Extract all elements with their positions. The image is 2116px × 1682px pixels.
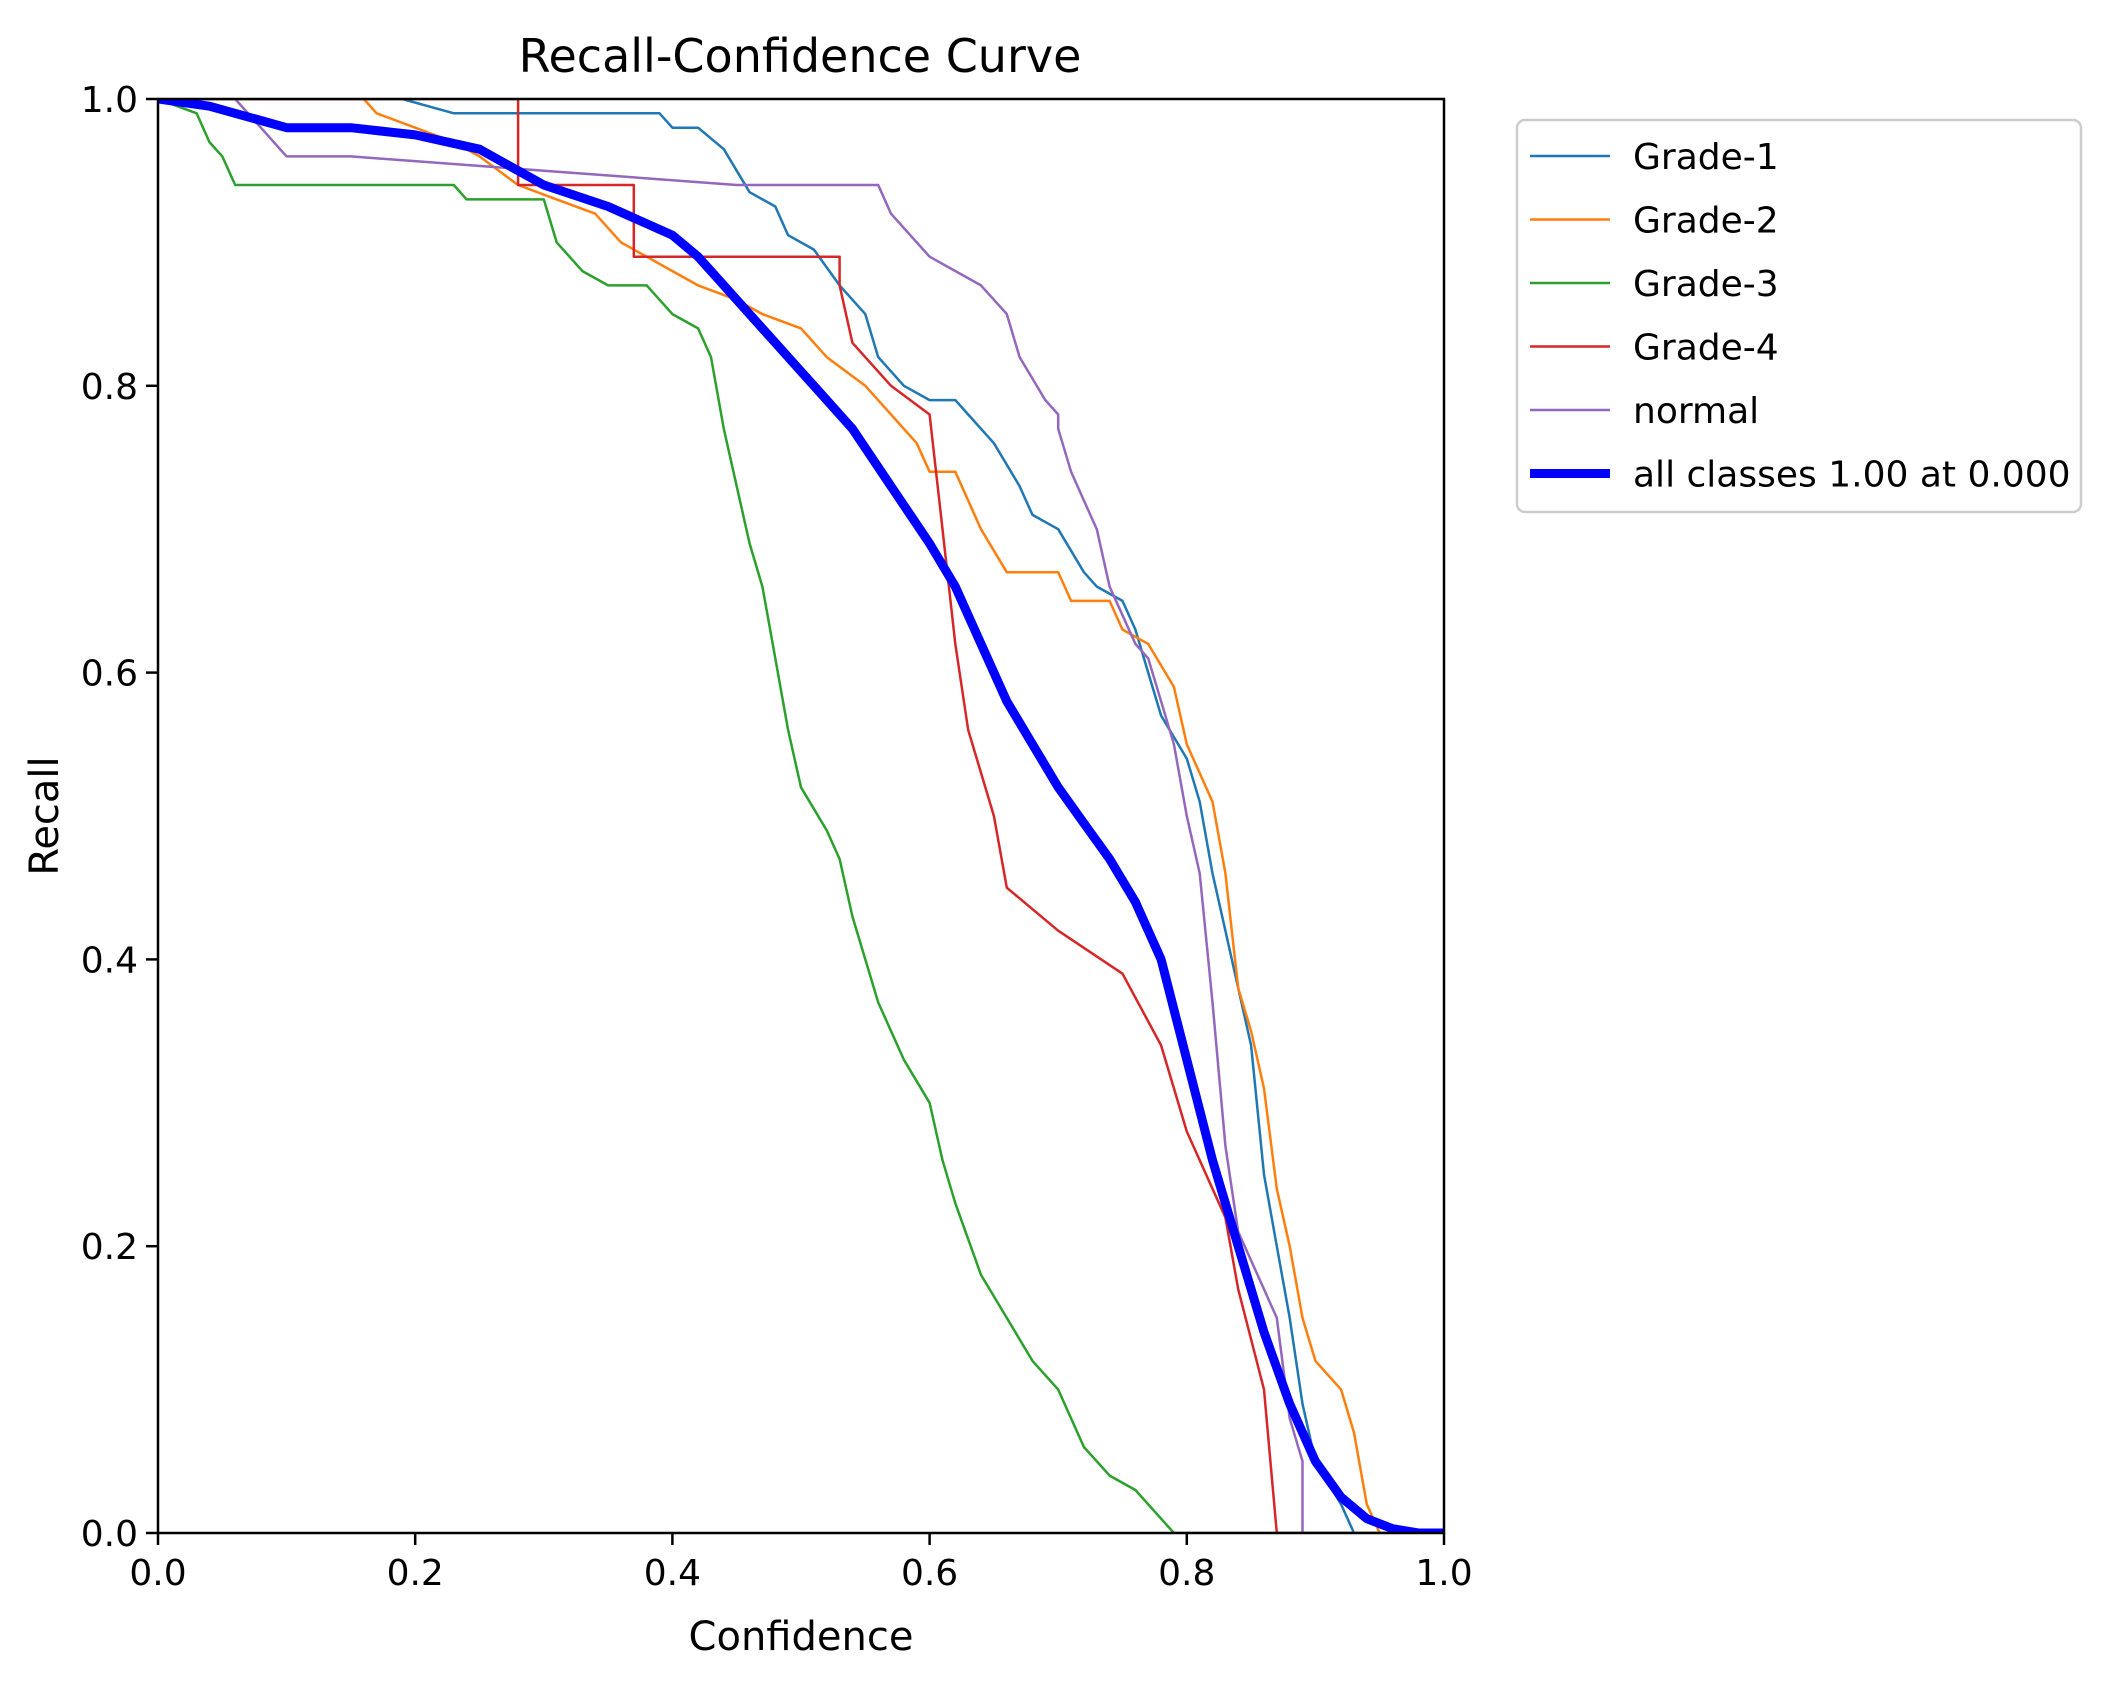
series-line-grade-1 <box>158 99 1444 1533</box>
legend-label-grade-3: Grade-3 <box>1633 264 1779 305</box>
y-tick-label: 0.8 <box>81 367 138 408</box>
x-tick-label: 0.6 <box>901 1553 958 1594</box>
x-axis: 0.0 0.2 0.4 0.6 0.8 1.0 <box>129 1533 1473 1594</box>
legend-label-grade-4: Grade-4 <box>1633 328 1779 369</box>
y-tick-label: 0.2 <box>81 1227 138 1268</box>
series-line-grade-2 <box>158 99 1444 1533</box>
legend-label-grade-1: Grade-1 <box>1633 137 1779 178</box>
series-line-grade-3 <box>158 99 1444 1533</box>
series-line-normal <box>158 99 1444 1533</box>
y-tick-label: 0.0 <box>81 1514 138 1555</box>
legend: Grade-1 Grade-2 Grade-3 Grade-4 normal all cl… <box>1515 118 2083 514</box>
chart-title: Recall-Confidence Curve <box>519 29 1082 83</box>
x-axis-label: Confidence <box>689 1614 914 1660</box>
x-tick-label: 0.2 <box>387 1553 444 1594</box>
legend-label-all-classes-1-00-at-0-000: all classes 1.00 at 0.000 <box>1633 455 2071 496</box>
legend-label-normal: normal <box>1633 391 1759 432</box>
y-tick-label: 0.4 <box>81 940 138 981</box>
y-axis: 0.0 0.2 0.4 0.6 0.8 1.0 <box>81 80 158 1555</box>
x-tick-label: 1.0 <box>1415 1553 1472 1594</box>
series-lines <box>158 99 1444 1533</box>
x-tick-label: 0.8 <box>1158 1553 1215 1594</box>
plot-area-frame <box>156 97 1446 1535</box>
y-tick-label: 1.0 <box>81 80 138 121</box>
legend-box <box>1515 118 2083 514</box>
series-line-grade-4 <box>158 99 1444 1533</box>
y-axis-label: Recall <box>22 756 68 875</box>
series-line-all-classes-1-00-at-0-000 <box>158 99 1444 1533</box>
y-tick-label: 0.6 <box>81 654 138 695</box>
x-tick-label: 0.0 <box>129 1553 186 1594</box>
x-tick-label: 0.4 <box>644 1553 701 1594</box>
legend-label-grade-2: Grade-2 <box>1633 201 1779 242</box>
